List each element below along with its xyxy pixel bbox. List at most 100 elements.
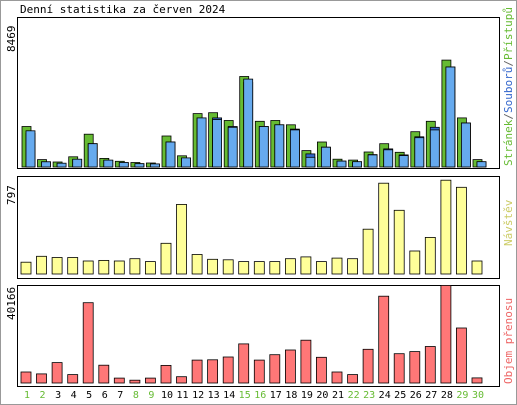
hits-series-2-day-28 [445,66,456,168]
volume-bar-0-day-14 [222,356,234,384]
day-label-27: 27 [425,390,437,401]
day-label-15: 15 [239,390,251,401]
volume-bar-0-day-10 [160,364,172,384]
visits-bar-0-day-25 [393,209,405,275]
volume-bar-0-day-1 [20,371,32,384]
volume-bar-0-day-13 [207,359,219,384]
day-label-6: 6 [102,390,108,401]
day-label-23: 23 [363,390,375,401]
visits-bar-0-day-23 [362,228,374,275]
volume-bar-0-day-2 [36,373,47,384]
visits-bar-0-day-22 [347,258,359,275]
volume-bar-0-day-11 [176,376,187,384]
hits-series-2-day-25 [398,155,409,168]
visits-bar-0-day-30 [471,260,483,275]
day-label-9: 9 [148,390,154,401]
visits-bar-0-day-12 [191,254,203,275]
day-label-10: 10 [161,390,173,401]
hits-series-2-day-7 [118,162,129,168]
hits-series-2-day-3 [56,162,67,168]
chart-title: Denní statistika za červen 2024 [20,3,226,16]
volume-bar-0-day-18 [284,349,296,384]
hits-series-2-day-24 [383,149,394,168]
volume-y-max-label: 40166 [5,287,18,320]
visits-bar-0-day-29 [455,186,467,275]
visits-bar-0-day-19 [300,256,312,275]
legend-files: Souborů [502,67,515,113]
hits-series-2-day-10 [165,141,176,168]
hits-series-2-day-26 [414,137,425,168]
day-label-13: 13 [208,390,220,401]
visits-bar-0-day-6 [98,259,110,275]
visits-bar-0-day-26 [409,250,421,275]
visits-bar-0-day-8 [129,258,141,275]
legend-sep-1: / [502,113,515,120]
hits-series-2-day-15 [243,78,254,168]
visits-bar-0-day-11 [176,203,187,275]
hits-series-2-day-13 [212,119,223,168]
day-label-30: 30 [472,390,484,401]
visits-bars [20,179,483,275]
hits-series-2-day-29 [460,122,471,168]
day-label-22: 22 [348,390,360,401]
volume-bar-0-day-26 [409,351,421,384]
volume-bar-0-day-19 [300,339,312,384]
visits-bar-0-day-18 [284,258,296,275]
volume-bar-0-day-16 [253,359,265,384]
visits-bar-0-day-21 [331,257,343,275]
visits-bar-0-day-16 [253,261,265,275]
day-label-28: 28 [441,390,453,401]
hits-series-2-day-12 [196,117,207,168]
visits-bar-0-day-9 [144,261,156,275]
hits-series-2-day-23 [367,154,378,168]
visits-bar-0-day-15 [238,261,250,275]
legend-hits: Přístupů [502,7,515,60]
hits-series-2-day-22 [352,161,363,168]
visits-bar-0-day-10 [160,242,172,275]
day-label-21: 21 [332,390,344,401]
visits-bar-0-day-1 [20,261,32,275]
day-labels: 1 2 3 4 5 6 7 8 9 10 11 12 13 14 15 16 17 18 19 20 21 22 23 24 2… [24,390,484,401]
visits-bar-0-day-2 [36,255,47,275]
legend-pages: Stránek [502,119,515,166]
visits-bar-0-day-20 [315,261,327,275]
volume-bar-0-day-9 [144,377,156,384]
volume-bar-0-day-30 [471,377,483,384]
day-label-19: 19 [301,390,313,401]
hits-series-2-day-19 [305,156,316,168]
volume-bar-0-day-28 [440,284,452,384]
hits-series-2-day-6 [103,159,114,168]
day-label-17: 17 [270,390,282,401]
visits-bar-0-day-7 [113,260,125,275]
day-label-11: 11 [176,390,188,401]
hits-series-2-day-21 [336,160,347,168]
visits-bar-0-day-28 [440,179,452,275]
hits-series-2-day-27 [429,129,440,168]
volume-bar-0-day-12 [191,359,203,384]
visits-bar-0-day-3 [51,257,63,275]
volume-bar-0-day-29 [455,327,467,384]
visits-bar-0-day-24 [378,182,390,275]
volume-bars [20,284,483,384]
hits-y-max-label: 8469 [5,26,18,53]
volume-legend: Objem přenosu [502,298,515,384]
volume-bar-0-day-25 [393,353,405,384]
hits-series-2-day-16 [258,126,269,168]
hits-series-2-day-30 [476,161,487,168]
hits-series-2-day-8 [134,163,145,168]
hits-series-2-day-5 [87,143,98,168]
visits-y-max-label: 797 [5,185,18,205]
volume-bar-0-day-15 [238,343,250,384]
visits-bar-0-day-27 [424,236,436,275]
hits-series-2-day-4 [72,158,83,168]
visits-bar-0-day-17 [269,261,281,275]
hits-series-2-day-1 [25,130,36,168]
volume-bar-0-day-8 [129,379,141,384]
hits-series-2-day-20 [320,146,331,168]
hits-legend: Stránek/Souborů/Přístupů [502,7,515,166]
day-label-2: 2 [39,390,45,401]
volume-bar-0-day-21 [331,371,343,384]
day-label-14: 14 [223,390,235,401]
volume-bar-0-day-7 [113,377,125,384]
